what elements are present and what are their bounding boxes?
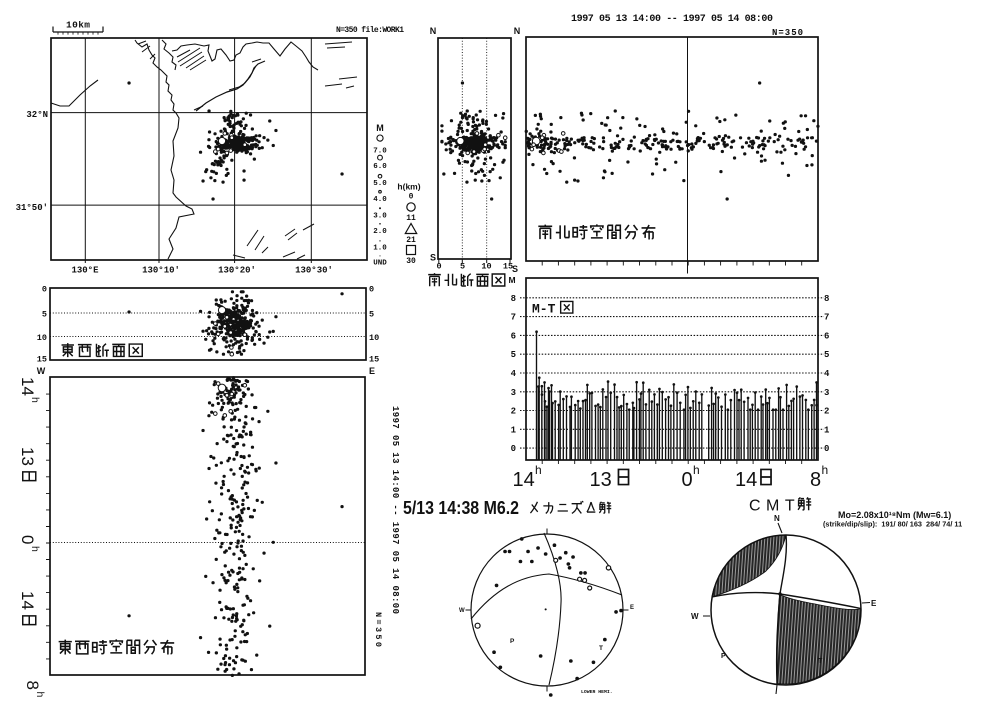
svg-text:h: h	[29, 397, 41, 403]
svg-text:7.0: 7.0	[373, 147, 387, 155]
svg-text:31°50': 31°50'	[16, 203, 48, 213]
svg-text:10km: 10km	[66, 20, 90, 31]
svg-text:6: 6	[824, 331, 829, 341]
svg-text:15: 15	[503, 262, 513, 272]
svg-text:3: 3	[511, 388, 516, 398]
svg-text:1.0: 1.0	[373, 245, 387, 253]
svg-text:130°10': 130°10'	[142, 266, 180, 276]
svg-text:8: 8	[824, 294, 829, 304]
svg-text:5: 5	[460, 262, 465, 272]
svg-text:130°E: 130°E	[71, 266, 99, 276]
svg-text:130°20': 130°20'	[218, 266, 256, 276]
svg-text:8: 8	[23, 681, 42, 690]
svg-text:15: 15	[369, 355, 379, 365]
svg-text:8: 8	[511, 294, 516, 304]
svg-text:N: N	[774, 514, 780, 523]
svg-text:21: 21	[406, 236, 416, 245]
svg-text:h(km): h(km)	[397, 182, 420, 192]
svg-text:M-T: M-T	[532, 302, 556, 317]
svg-text:Mo=2.08x10¹⁸Nm (Mw=6.1): Mo=2.08x10¹⁸Nm (Mw=6.1)	[838, 510, 951, 520]
svg-text:0: 0	[409, 193, 414, 202]
svg-text:11: 11	[406, 214, 416, 223]
svg-text:E: E	[630, 605, 634, 611]
svg-text:10: 10	[37, 333, 47, 343]
svg-text:32°N: 32°N	[26, 110, 48, 120]
svg-text:2: 2	[511, 407, 516, 417]
svg-text:UND: UND	[373, 260, 387, 268]
svg-text:M: M	[508, 275, 515, 285]
svg-text:E: E	[369, 366, 375, 376]
svg-text:E: E	[871, 599, 877, 608]
svg-text:h: h	[822, 463, 829, 477]
svg-text:7: 7	[824, 313, 829, 323]
svg-text:W: W	[37, 366, 46, 376]
svg-text:14: 14	[18, 591, 37, 610]
svg-text:h: h	[535, 463, 542, 477]
svg-text:5/13 14:38 M6.2: 5/13 14:38 M6.2	[403, 498, 519, 518]
svg-text:3.0: 3.0	[373, 213, 387, 221]
svg-text:14: 14	[18, 377, 37, 396]
svg-text:15: 15	[37, 355, 47, 365]
svg-text:10: 10	[369, 333, 379, 343]
svg-text:W: W	[459, 608, 465, 614]
svg-text:10: 10	[481, 262, 491, 272]
svg-text:7: 7	[511, 313, 516, 323]
svg-text:CMT: CMT	[749, 498, 800, 515]
svg-text:14: 14	[513, 469, 535, 491]
svg-text:5: 5	[511, 350, 516, 360]
svg-text:P: P	[721, 653, 726, 660]
svg-text:S: S	[512, 264, 518, 274]
svg-text:N=350: N=350	[772, 28, 803, 38]
svg-text:T: T	[818, 658, 823, 665]
svg-text:5: 5	[42, 310, 47, 320]
svg-text:1997 05 13 14:00 -- 1997 05 14: 1997 05 13 14:00 -- 1997 05 14 08:00	[571, 14, 773, 25]
svg-text:S: S	[430, 253, 436, 263]
svg-text:h: h	[29, 546, 41, 552]
svg-text:6.0: 6.0	[373, 163, 387, 171]
svg-text:h: h	[34, 692, 46, 698]
svg-text:8: 8	[810, 469, 821, 491]
svg-text:2.0: 2.0	[373, 228, 387, 236]
svg-text:M: M	[376, 123, 384, 133]
svg-text:N=350 file:WORK1: N=350 file:WORK1	[336, 26, 404, 35]
svg-text:W: W	[691, 612, 699, 621]
svg-text:130°30': 130°30'	[295, 266, 333, 276]
svg-text:0: 0	[42, 285, 47, 295]
svg-text:5.0: 5.0	[373, 180, 387, 188]
svg-text:14: 14	[735, 469, 757, 491]
svg-text:3: 3	[824, 388, 829, 398]
svg-text:5: 5	[369, 310, 374, 320]
svg-text:2: 2	[824, 407, 829, 417]
svg-text:6: 6	[511, 331, 516, 341]
svg-text:4: 4	[511, 369, 517, 379]
svg-text:4: 4	[824, 369, 830, 379]
svg-text:0: 0	[18, 535, 37, 544]
svg-text:T: T	[599, 645, 603, 652]
svg-text:0: 0	[824, 444, 829, 454]
svg-text:13: 13	[590, 469, 612, 491]
svg-text:N=350: N=350	[373, 612, 383, 647]
svg-text:1997 05 13 14:00 -- 1997 05 14: 1997 05 13 14:00 -- 1997 05 14 08:00	[390, 406, 400, 614]
svg-text:1: 1	[824, 425, 830, 435]
svg-text:P: P	[510, 638, 515, 645]
svg-text:LOWER HEMI.: LOWER HEMI.	[581, 689, 613, 695]
svg-text:4.0: 4.0	[373, 196, 387, 204]
svg-text:1: 1	[511, 425, 517, 435]
svg-text:0: 0	[511, 444, 516, 454]
svg-text:30: 30	[406, 257, 416, 266]
svg-text:13: 13	[18, 447, 37, 466]
svg-text:(strike/dip/slip): 191/ 80/ 1: (strike/dip/slip): 191/ 80/ 163 284/ 74/…	[823, 520, 962, 529]
svg-text:N: N	[514, 26, 521, 36]
svg-text:5: 5	[824, 350, 829, 360]
svg-text:h: h	[693, 463, 700, 477]
svg-text:0: 0	[436, 262, 441, 272]
svg-text:0: 0	[369, 285, 374, 295]
svg-text:N: N	[430, 26, 437, 36]
svg-text:0: 0	[682, 469, 693, 491]
